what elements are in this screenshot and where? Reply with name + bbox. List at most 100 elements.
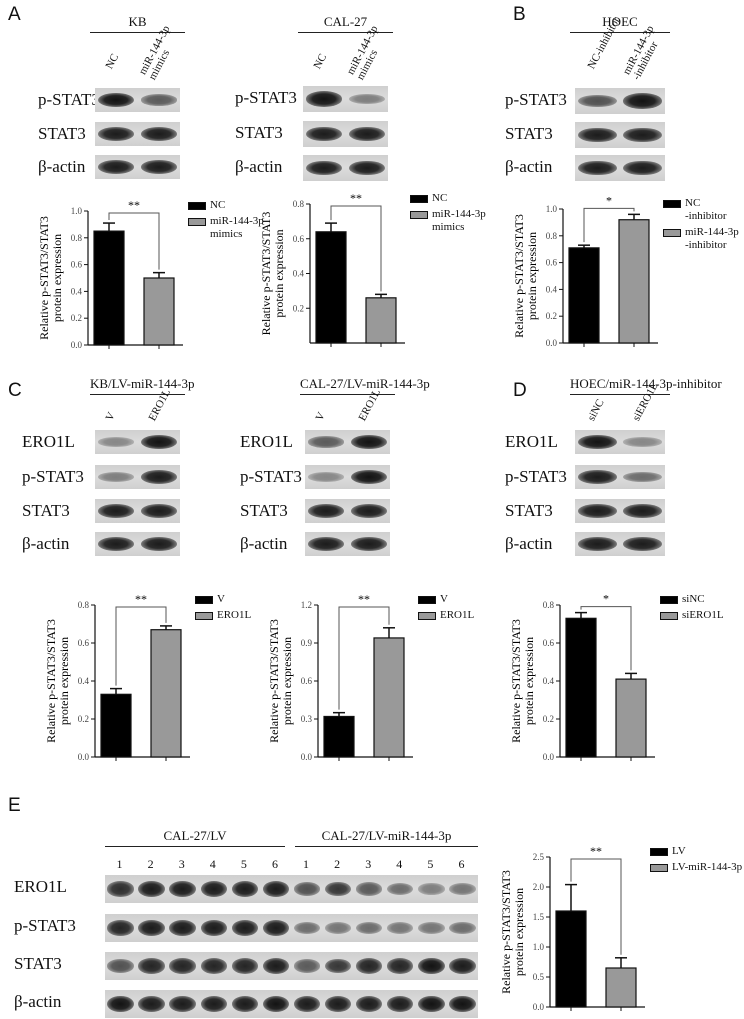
protein-band (231, 881, 259, 897)
protein-band (449, 958, 476, 974)
bar (555, 910, 587, 1008)
legend-swatch (195, 596, 213, 604)
significance-bracket (580, 606, 632, 671)
legend-swatch (418, 612, 436, 620)
significance-marker: * (606, 193, 612, 207)
lane-label: 3 (178, 857, 185, 871)
blot-strip (303, 155, 388, 181)
y-tick-label: 0.8 (71, 233, 83, 243)
protein-band (262, 920, 290, 936)
bar (565, 617, 597, 758)
protein-band (449, 921, 476, 935)
protein-band (348, 126, 385, 142)
row-label: p-STAT3 (240, 467, 302, 486)
protein-band (324, 958, 352, 974)
protein-band (140, 470, 177, 484)
blot-strip (575, 155, 665, 181)
y-tick-label: 0.8 (78, 600, 90, 610)
protein-band (306, 126, 343, 142)
protein-band (169, 996, 196, 1012)
blot-strip (303, 121, 388, 147)
protein-band (138, 996, 165, 1012)
blot-header: CAL-27/LV-miR-144-3p (300, 376, 430, 395)
legend-swatch (410, 195, 428, 203)
legend-label: NC -inhibitor (685, 197, 727, 222)
row-label: β-actin (38, 157, 86, 176)
legend-item: siERO1L (660, 609, 724, 622)
row-label: p-STAT3 (505, 467, 567, 486)
y-tick-label: 0.6 (301, 676, 313, 686)
row-label: β-actin (505, 157, 553, 176)
row-label: p-STAT3 (22, 467, 84, 486)
y-tick-label: 1.2 (301, 600, 312, 610)
y-tick-label: 0.2 (546, 311, 557, 321)
protein-band (324, 922, 352, 934)
significance-marker: ** (128, 198, 140, 212)
legend-label: ERO1L (440, 609, 475, 621)
y-tick-label: 0.2 (71, 313, 82, 323)
protein-band (623, 160, 662, 176)
protein-band (350, 434, 387, 449)
protein-band (107, 881, 134, 897)
bar-chart-c-cal27: 0.0 0.3 0.6 0.9 1.2 Relative p-STAT3/STAT3 pro… (267, 592, 413, 762)
blot-strip (303, 86, 388, 112)
legend-item: miR-144-3p -inhibitor (663, 226, 739, 252)
blot-strip (305, 430, 390, 454)
protein-band (387, 882, 414, 896)
y-tick-label: 0.4 (546, 284, 558, 294)
legend-item: NC (410, 192, 486, 205)
y-axis-label: Relative p-STAT3/STAT3 (259, 212, 273, 336)
row-label: STAT3 (505, 124, 553, 143)
y-tick-label: 0.2 (543, 714, 554, 724)
y-tick-label: 0.0 (533, 1002, 545, 1012)
legend-swatch (660, 612, 678, 620)
significance-bracket (330, 205, 382, 292)
protein-band (293, 996, 321, 1012)
y-axis-label: Relative p-STAT3/STAT3 (267, 619, 281, 743)
protein-band (138, 881, 165, 897)
protein-band (98, 437, 135, 447)
protein-band (355, 921, 383, 935)
blot-header: HOEC (570, 14, 670, 33)
chart-legend: NC miR-144-3p mimics (410, 192, 486, 237)
significance-bracket (570, 858, 622, 955)
protein-band (387, 922, 414, 934)
y-tick-label: 0.6 (78, 638, 90, 648)
bar (323, 715, 355, 758)
protein-band (231, 920, 259, 936)
row-label: p-STAT3 (14, 916, 76, 935)
protein-band (578, 537, 617, 551)
y-tick-label: 0.8 (543, 600, 555, 610)
y-tick-label: 0.3 (301, 714, 313, 724)
protein-band (308, 504, 345, 518)
blot-strip (105, 952, 478, 980)
blot-header: CAL-27/LV (105, 828, 285, 847)
lane-label: NC (311, 51, 330, 71)
y-tick-label: 0.4 (78, 676, 90, 686)
legend-swatch (663, 229, 681, 237)
blot-strip (105, 875, 478, 903)
legend-label: miR-144-3p -inhibitor (685, 226, 739, 251)
lane-label: 5 (427, 857, 434, 871)
bar (365, 297, 397, 344)
y-tick-label: 0.4 (71, 286, 83, 296)
protein-band (140, 504, 177, 518)
y-tick-label: 1.0 (546, 204, 558, 214)
significance-bracket (115, 606, 167, 686)
legend-item: V (195, 593, 251, 606)
y-tick-label: 2.0 (533, 882, 545, 892)
legend-label: V (217, 593, 225, 605)
row-label: β-actin (22, 534, 70, 553)
bar (100, 693, 132, 758)
protein-band (324, 996, 352, 1012)
protein-band (418, 957, 445, 975)
y-axis-label: Relative p-STAT3/STAT3 (37, 216, 51, 340)
legend-item: siNC (660, 593, 724, 606)
bar (615, 678, 647, 758)
lane-label: 1 (303, 857, 310, 871)
blot-header: KB/LV-miR-144-3p (90, 376, 195, 395)
legend-swatch (650, 848, 668, 856)
significance-bracket (108, 212, 160, 270)
legend-item: ERO1L (418, 609, 474, 622)
y-axis-label: protein expression (57, 637, 71, 725)
